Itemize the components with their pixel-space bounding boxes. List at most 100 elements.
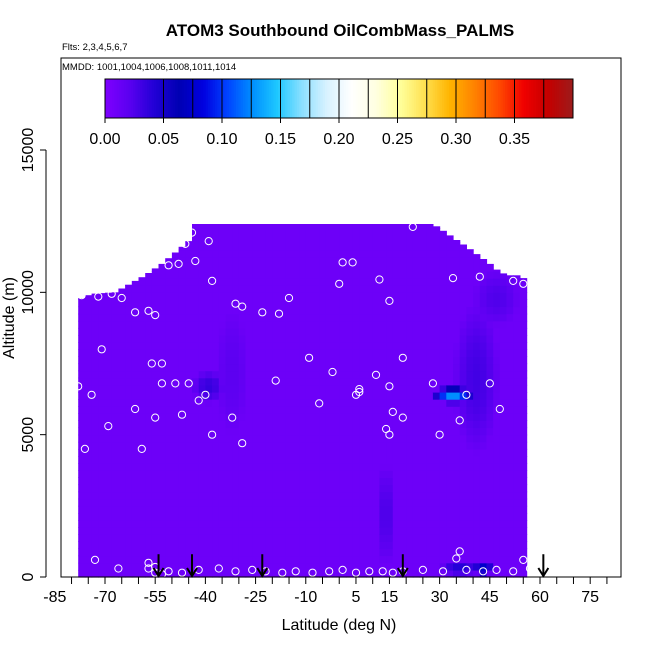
- colorbar-segment: [329, 79, 333, 118]
- field-cell: [305, 420, 314, 429]
- field-cell: [279, 327, 287, 336]
- field-cell: [299, 235, 307, 244]
- y-tick-label: 0: [20, 572, 37, 581]
- field-cell: [165, 299, 173, 308]
- field-cell: [419, 235, 427, 244]
- colorbar-segment: [280, 79, 284, 118]
- field-cell: [98, 513, 106, 521]
- colorbar-tick-label: 0.00: [89, 131, 120, 148]
- field-cell: [332, 249, 340, 258]
- field-cell: [238, 392, 247, 400]
- field-cell: [486, 413, 494, 421]
- colorbar-segment: [343, 79, 347, 118]
- field-cell: [406, 441, 414, 450]
- field-cell: [332, 498, 340, 507]
- field-cell: [178, 370, 186, 379]
- field-cell: [98, 399, 106, 407]
- field-cell: [265, 356, 273, 365]
- field-cell: [292, 434, 300, 443]
- field-cell: [131, 463, 140, 471]
- field-cell: [372, 555, 380, 564]
- field-cell: [105, 370, 113, 379]
- field-cell: [412, 242, 421, 251]
- field-cell: [486, 299, 494, 308]
- field-cell: [419, 285, 427, 293]
- field-cell: [386, 413, 394, 421]
- field-cell: [332, 235, 340, 244]
- field-cell: [506, 441, 514, 450]
- field-cell: [312, 513, 320, 521]
- field-cell: [412, 263, 421, 272]
- field-cell: [453, 249, 461, 258]
- field-cell: [372, 498, 380, 507]
- colorbar-segment: [324, 79, 328, 118]
- field-cell: [499, 463, 508, 471]
- field-cell: [238, 555, 247, 564]
- field-cell: [292, 256, 300, 265]
- field-cell: [192, 513, 200, 521]
- field-cell: [392, 420, 401, 429]
- field-cell: [339, 377, 347, 386]
- field-cell: [91, 527, 99, 535]
- field-cell: [218, 320, 227, 329]
- field-cell: [432, 505, 441, 514]
- field-cell: [406, 541, 414, 550]
- field-cell: [473, 299, 481, 308]
- field-cell: [238, 271, 247, 279]
- field-cell: [258, 470, 267, 478]
- field-cell: [372, 342, 380, 350]
- field-cell: [91, 569, 99, 578]
- field-cell: [453, 285, 461, 293]
- field-cell: [332, 370, 340, 379]
- field-cell: [232, 249, 240, 258]
- field-cell: [212, 434, 220, 443]
- field-cell: [212, 463, 220, 471]
- field-cell: [178, 434, 186, 443]
- field-cell: [359, 448, 367, 457]
- field-cell: [406, 505, 414, 514]
- field-cell: [218, 363, 227, 372]
- field-cell: [392, 392, 401, 400]
- field-cell: [406, 448, 414, 457]
- field-cell: [118, 470, 126, 478]
- field-cell: [426, 342, 434, 350]
- field-cell: [312, 335, 320, 343]
- field-cell: [379, 306, 387, 315]
- field-cell: [519, 413, 528, 421]
- field-cell: [212, 456, 220, 464]
- field-cell: [446, 327, 454, 336]
- field-cell: [453, 441, 461, 450]
- field-cell: [292, 427, 300, 436]
- field-cell: [392, 384, 401, 393]
- field-cell: [285, 555, 293, 564]
- field-cell: [406, 427, 414, 436]
- sample-point: [479, 567, 488, 576]
- field-cell: [299, 356, 307, 365]
- field-cell: [205, 434, 213, 443]
- field-cell: [439, 569, 447, 578]
- field-cell: [486, 448, 494, 457]
- field-cell: [272, 370, 280, 379]
- field-cell: [212, 548, 220, 557]
- field-cell: [325, 377, 334, 386]
- field-cell: [178, 456, 186, 464]
- field-cell: [171, 562, 180, 571]
- field-cell: [345, 313, 354, 322]
- field-cell: [225, 327, 233, 336]
- field-cell: [453, 420, 461, 429]
- field-cell: [459, 434, 467, 443]
- field-cell: [285, 235, 293, 244]
- field-cell: [459, 271, 467, 279]
- sample-point: [157, 379, 166, 388]
- sample-point: [475, 272, 484, 281]
- field-cell: [406, 520, 414, 528]
- field-cell: [312, 420, 320, 429]
- field-cell: [185, 320, 193, 329]
- field-cell: [285, 256, 293, 265]
- colorbar-segment: [135, 79, 139, 118]
- field-cell: [392, 256, 401, 265]
- field-cell: [198, 271, 206, 279]
- field-cell: [439, 320, 447, 329]
- field-cell: [426, 224, 434, 229]
- field-cell: [473, 470, 481, 478]
